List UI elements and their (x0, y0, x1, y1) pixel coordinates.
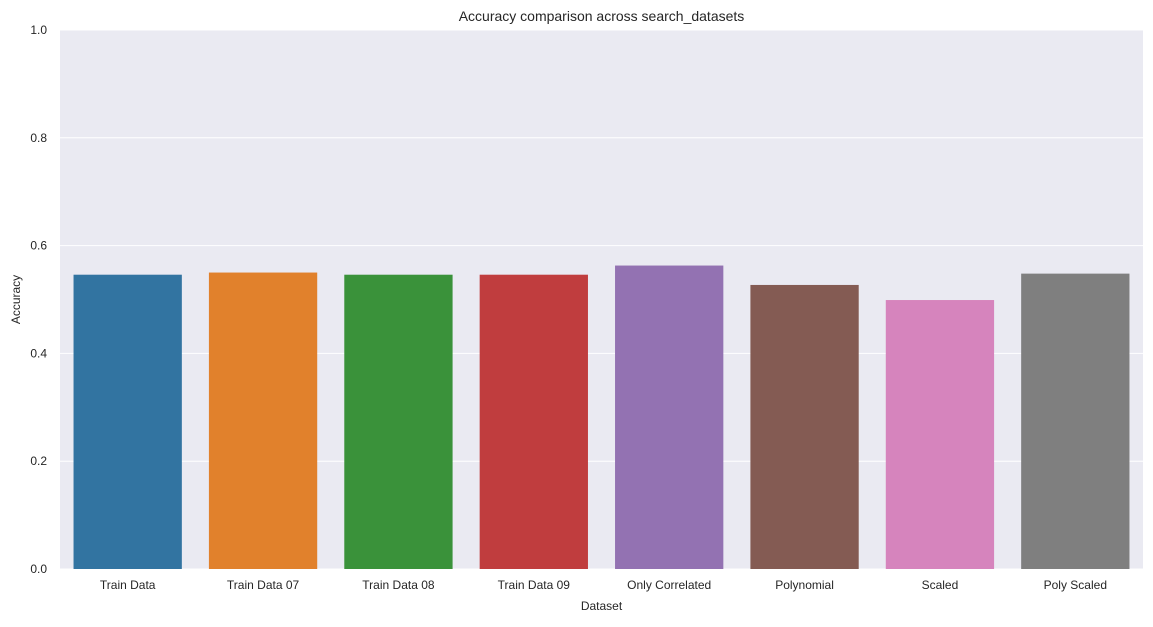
x-tick-label: Scaled (922, 578, 959, 592)
x-axis-label: Dataset (581, 599, 623, 613)
bar-poly-scaled (1021, 273, 1130, 569)
x-tick-labels: Train Data Train Data 07 Train Data 08 Trai… (100, 578, 1107, 592)
y-tick-label: 0.8 (30, 131, 47, 145)
x-tick-label: Train Data 08 (362, 578, 435, 592)
x-tick-label: Polynomial (775, 578, 834, 592)
y-tick-labels: 0.0 0.2 0.4 0.6 0.8 1.0 (30, 23, 47, 576)
bar-train-data-07 (208, 272, 318, 569)
x-tick-label: Poly Scaled (1044, 578, 1107, 592)
bar-only-correlated (615, 265, 724, 569)
y-axis-label: Accuracy (9, 275, 23, 324)
bar-train-data-08 (344, 274, 453, 569)
x-tick-label: Train Data 09 (498, 578, 571, 592)
chart-title: Accuracy comparison across search_datase… (459, 8, 745, 24)
bar-train-data (73, 274, 182, 569)
y-tick-label: 0.4 (30, 346, 47, 360)
y-tick-label: 0.6 (30, 239, 47, 253)
x-tick-label: Only Correlated (627, 578, 711, 592)
x-tick-label: Train Data 07 (227, 578, 300, 592)
y-tick-label: 0.0 (30, 562, 47, 576)
bar-polynomial (750, 284, 859, 569)
bars (73, 265, 1130, 569)
y-tick-label: 1.0 (30, 23, 47, 37)
bar-train-data-09 (479, 274, 588, 569)
bar-scaled (885, 300, 995, 569)
x-tick-label: Train Data (100, 578, 156, 592)
y-tick-label: 0.2 (30, 454, 47, 468)
